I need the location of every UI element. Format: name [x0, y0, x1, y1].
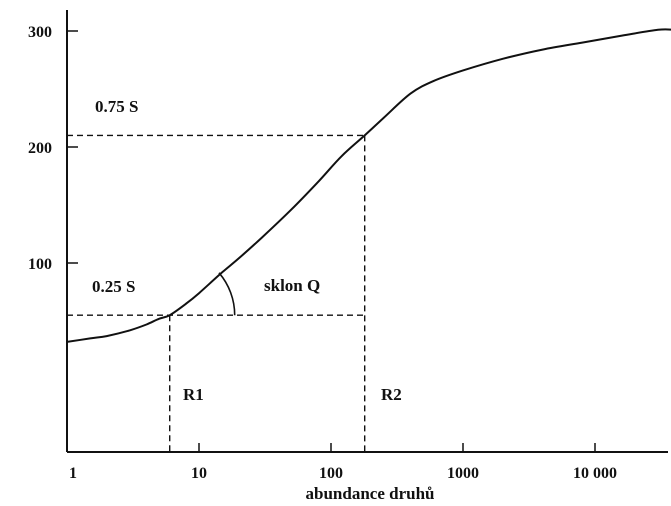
series-line — [66, 28, 671, 343]
x-tick-label: 10 000 — [573, 465, 617, 482]
x-origin-label: 1 — [69, 465, 77, 482]
annotation-R2: R2 — [381, 385, 402, 404]
x-tick-label: 1000 — [447, 465, 479, 482]
y-tick-label: 100 — [28, 256, 52, 273]
x-axis-label: abundance druhů — [306, 484, 435, 503]
x-tick-label: 100 — [319, 465, 343, 482]
slope-angle-arc — [218, 272, 236, 316]
annotation-label_075: 0.75 S — [95, 97, 138, 116]
y-tick-label: 300 — [28, 24, 52, 41]
annotation-slope: sklon Q — [264, 276, 320, 295]
y-tick-label: 200 — [28, 140, 52, 157]
annotation-R1: R1 — [183, 385, 204, 404]
annotation-label_025: 0.25 S — [92, 277, 135, 296]
x-tick-label: 10 — [191, 465, 207, 482]
